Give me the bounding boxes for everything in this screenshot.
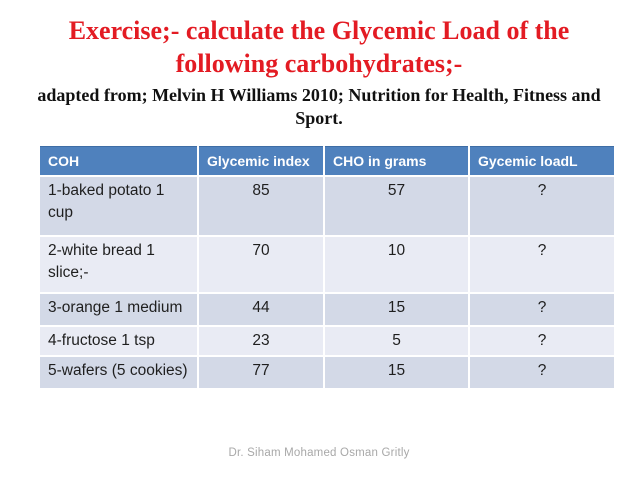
- cell-glycemic-index: 44: [197, 291, 325, 327]
- cell-food: 5-wafers (5 cookies): [38, 354, 199, 390]
- slide-title: Exercise;- calculate the Glycemic Load o…: [68, 16, 570, 78]
- slide-subtitle: adapted from; Melvin H Williams 2010; Nu…: [37, 85, 601, 128]
- cell-food: 4-fructose 1 tsp: [38, 324, 199, 357]
- cell-cho-grams: 15: [323, 354, 470, 390]
- cell-cho-grams: 10: [323, 234, 470, 294]
- table-row: 4-fructose 1 tsp 23 5 ?: [38, 324, 616, 357]
- table-row: 1-baked potato 1 cup 85 57 ?: [38, 174, 616, 237]
- header-glycemic-index: Glycemic index: [197, 146, 325, 177]
- cell-glycemic-index: 70: [197, 234, 325, 294]
- cell-food: 2-white bread 1 slice;-: [38, 234, 199, 294]
- cell-glycemic-load: ?: [468, 354, 616, 390]
- cell-glycemic-index: 85: [197, 174, 325, 237]
- table-row: 5-wafers (5 cookies) 77 15 ?: [38, 354, 616, 390]
- header-glycemic-load: Gycemic loadL: [468, 146, 616, 177]
- table-row: 3-orange 1 medium 44 15 ?: [38, 291, 616, 327]
- cell-glycemic-load: ?: [468, 291, 616, 327]
- cell-glycemic-index: 77: [197, 354, 325, 390]
- cell-cho-grams: 57: [323, 174, 470, 237]
- cell-glycemic-load: ?: [468, 234, 616, 294]
- cell-glycemic-load: ?: [468, 324, 616, 357]
- footer-credit: Dr. Siham Mohamed Osman Gritly: [228, 447, 410, 459]
- cell-cho-grams: 15: [323, 291, 470, 327]
- table-row: 2-white bread 1 slice;- 70 10 ?: [38, 234, 616, 294]
- header-coh: COH: [38, 146, 199, 177]
- cell-glycemic-load: ?: [468, 174, 616, 237]
- cell-cho-grams: 5: [323, 324, 470, 357]
- cell-food: 3-orange 1 medium: [38, 291, 199, 327]
- header-cho-in-grams: CHO in grams: [323, 146, 470, 177]
- cell-food: 1-baked potato 1 cup: [38, 174, 199, 237]
- glycemic-load-table: COH Glycemic index CHO in grams Gycemic …: [38, 146, 616, 390]
- table-header-row: COH Glycemic index CHO in grams Gycemic …: [38, 146, 616, 177]
- cell-glycemic-index: 23: [197, 324, 325, 357]
